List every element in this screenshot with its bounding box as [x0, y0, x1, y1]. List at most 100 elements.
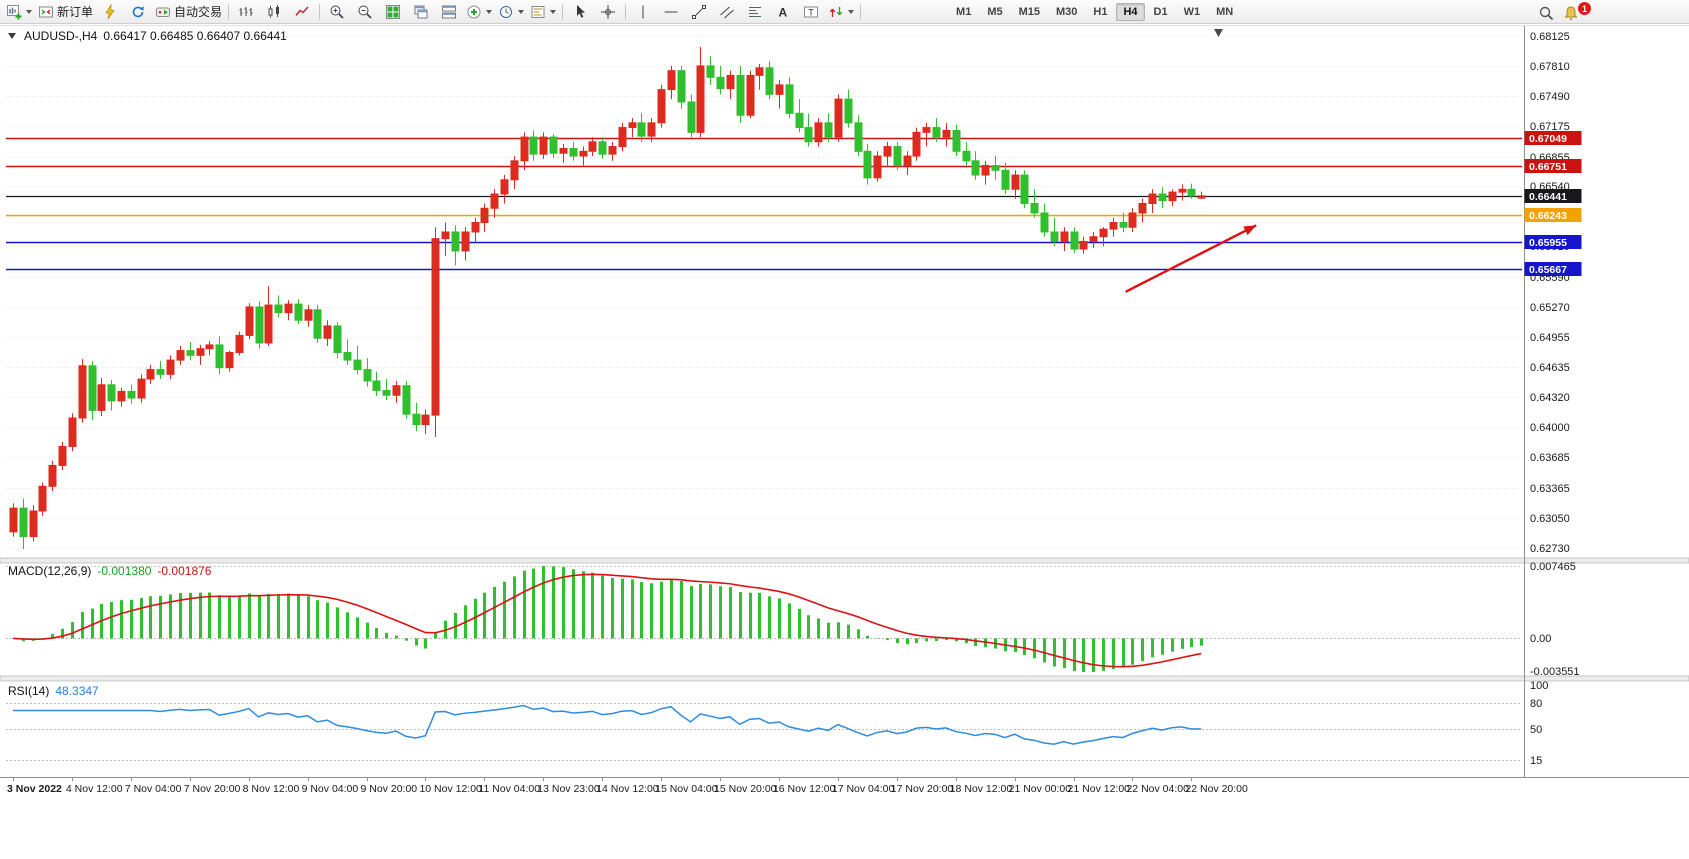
- channel-icon: [720, 6, 734, 18]
- time-axis-label[interactable]: 22 Nov 20:00: [1185, 783, 1248, 795]
- time-axis-label[interactable]: 9 Nov 04:00: [302, 783, 359, 795]
- text-icon: A: [779, 5, 788, 19]
- timeframe-button-h1[interactable]: H1: [1093, 5, 1108, 18]
- macd-indicator-label: MACD(12,26,9): [8, 564, 92, 578]
- notification-badge[interactable]: 1: [1578, 2, 1591, 15]
- search-button[interactable]: [1532, 1, 1560, 24]
- pane-separator[interactable]: [0, 557, 1689, 564]
- price-axis-label[interactable]: 0.68125: [1530, 31, 1570, 43]
- candle-bullish: [903, 155, 912, 167]
- time-axis-label[interactable]: 7 Nov 20:00: [184, 783, 241, 795]
- bar-chart-mode-button[interactable]: [232, 0, 260, 23]
- timeframe-button-m30[interactable]: M30: [1056, 5, 1078, 18]
- price-axis-label[interactable]: 0.64000: [1530, 422, 1570, 434]
- time-axis-label[interactable]: 15 Nov 20:00: [714, 783, 777, 795]
- notifications-button[interactable]: 1: [1560, 1, 1594, 24]
- line-chart-mode-button[interactable]: [288, 0, 316, 23]
- candle-bearish: [294, 303, 303, 321]
- price-axis-label[interactable]: 0.67175: [1530, 121, 1570, 133]
- timeframe-button-m5[interactable]: M5: [987, 5, 1003, 18]
- new-order-button[interactable]: 新订单: [35, 0, 96, 23]
- refresh-button[interactable]: [124, 0, 152, 23]
- time-axis-label[interactable]: 9 Nov 20:00: [361, 783, 418, 795]
- time-axis-label[interactable]: 10 Nov 12:00: [419, 783, 482, 795]
- tile-horizontal-button[interactable]: [435, 0, 463, 23]
- tile-windows-icon: [386, 4, 401, 19]
- chart-symbol-period: AUDUSD-,H4: [24, 29, 98, 43]
- time-axis-label[interactable]: 14 Nov 12:00: [596, 783, 659, 795]
- text-tool-button[interactable]: A: [769, 0, 797, 23]
- chart-shift-marker[interactable]: [1214, 29, 1223, 37]
- new-chart-button[interactable]: [3, 0, 35, 23]
- timeframe-button-m1[interactable]: M1: [956, 5, 972, 18]
- price-axis-label[interactable]: 0.64635: [1530, 362, 1570, 374]
- vertical-line-tool-button[interactable]: [629, 0, 657, 23]
- time-axis-label[interactable]: 18 Nov 12:00: [950, 783, 1013, 795]
- candle-bullish: [461, 231, 470, 252]
- time-axis-label[interactable]: 15 Nov 04:00: [655, 783, 718, 795]
- candle-bullish: [942, 129, 951, 138]
- price-axis-label[interactable]: 0.63365: [1530, 483, 1570, 495]
- trend-arrow-object[interactable]: [1125, 224, 1257, 293]
- price-axis-label[interactable]: 0.67490: [1530, 91, 1570, 103]
- candle-bullish: [146, 369, 155, 380]
- time-axis-label[interactable]: 4 Nov 12:00: [66, 783, 123, 795]
- candlestick-mode-button[interactable]: [260, 0, 288, 23]
- candle-bullish: [78, 365, 87, 419]
- horizontal-line-tool-button[interactable]: [657, 0, 685, 23]
- timeframe-toolbar: M1 M5 M15 M30 H1 H4 D1 W1 MN: [948, 2, 1241, 21]
- candle-bullish: [176, 350, 185, 361]
- time-axis-label[interactable]: 3 Nov 2022: [7, 783, 62, 795]
- time-axis-label[interactable]: 17 Nov 04:00: [832, 783, 895, 795]
- time-axis-label[interactable]: 13 Nov 23:00: [537, 783, 600, 795]
- templates-button[interactable]: [527, 0, 559, 23]
- price-axis-label[interactable]: 0.65270: [1530, 302, 1570, 314]
- pane-separator[interactable]: [0, 675, 1689, 682]
- time-axis-label[interactable]: 22 Nov 04:00: [1126, 783, 1189, 795]
- tile-windows-button[interactable]: [379, 0, 407, 23]
- indicators-button[interactable]: [463, 0, 495, 23]
- time-axis-label[interactable]: 21 Nov 12:00: [1068, 783, 1131, 795]
- autotrading-button[interactable]: 自动交易: [152, 0, 225, 23]
- candle-bearish: [932, 127, 941, 138]
- time-axis-label[interactable]: 16 Nov 12:00: [773, 783, 836, 795]
- price-axis-label[interactable]: 0.62730: [1530, 543, 1570, 555]
- price-axis-label[interactable]: 0.63685: [1530, 452, 1570, 464]
- time-axis-label[interactable]: 17 Nov 20:00: [891, 783, 954, 795]
- one-click-trading-toggle-icon[interactable]: [8, 33, 16, 39]
- text-label-tool-button[interactable]: T: [797, 0, 825, 23]
- lightning-icon: [105, 3, 115, 19]
- zoom-in-button[interactable]: [323, 0, 351, 23]
- time-axis-label[interactable]: 7 Nov 04:00: [125, 783, 182, 795]
- rsi-axis-label: 80: [1530, 698, 1542, 710]
- trendline-tool-button[interactable]: [685, 0, 713, 23]
- price-axis-label[interactable]: 0.63050: [1530, 513, 1570, 525]
- periods-button[interactable]: [495, 0, 527, 23]
- zoom-out-button[interactable]: [351, 0, 379, 23]
- timeframe-button-h4[interactable]: H4: [1116, 2, 1145, 21]
- svg-text:A: A: [779, 5, 788, 19]
- candle-bullish: [608, 146, 617, 155]
- channel-tool-button[interactable]: [713, 0, 741, 23]
- cursor-button[interactable]: [566, 0, 594, 23]
- candle-bullish: [9, 507, 18, 533]
- candle-bullish: [667, 70, 676, 91]
- cascade-windows-button[interactable]: [407, 0, 435, 23]
- time-axis-label[interactable]: 21 Nov 00:00: [1009, 783, 1072, 795]
- timeframe-button-w1[interactable]: W1: [1183, 5, 1201, 18]
- metaeditor-button[interactable]: [96, 0, 124, 23]
- price-axis-label[interactable]: 0.64320: [1530, 392, 1570, 404]
- timeframe-button-m15[interactable]: M15: [1018, 5, 1040, 18]
- candle-bullish: [628, 122, 637, 129]
- price-axis-label[interactable]: 0.67810: [1530, 61, 1570, 73]
- crosshair-button[interactable]: [594, 0, 622, 23]
- timeframe-button-mn[interactable]: MN: [1216, 5, 1234, 18]
- arrows-tool-button[interactable]: [825, 0, 857, 23]
- timeframe-button-d1[interactable]: D1: [1153, 5, 1168, 18]
- time-axis-label[interactable]: 11 Nov 04:00: [478, 783, 540, 795]
- price-axis-label[interactable]: 0.64955: [1530, 332, 1570, 344]
- time-axis-label[interactable]: 8 Nov 12:00: [243, 783, 300, 795]
- fibonacci-tool-button[interactable]: [741, 0, 769, 23]
- candle-bullish: [225, 352, 234, 369]
